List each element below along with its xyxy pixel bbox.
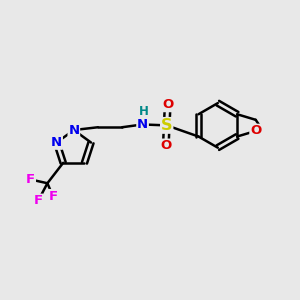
Text: S: S: [161, 118, 172, 133]
Text: F: F: [26, 173, 35, 186]
Text: O: O: [162, 98, 173, 112]
Text: F: F: [48, 190, 58, 203]
Text: H: H: [139, 105, 148, 118]
Text: N: N: [68, 124, 80, 136]
Text: O: O: [160, 139, 171, 152]
Text: N: N: [137, 118, 148, 131]
Text: F: F: [34, 194, 43, 207]
Text: N: N: [51, 136, 62, 149]
Text: O: O: [250, 124, 261, 137]
